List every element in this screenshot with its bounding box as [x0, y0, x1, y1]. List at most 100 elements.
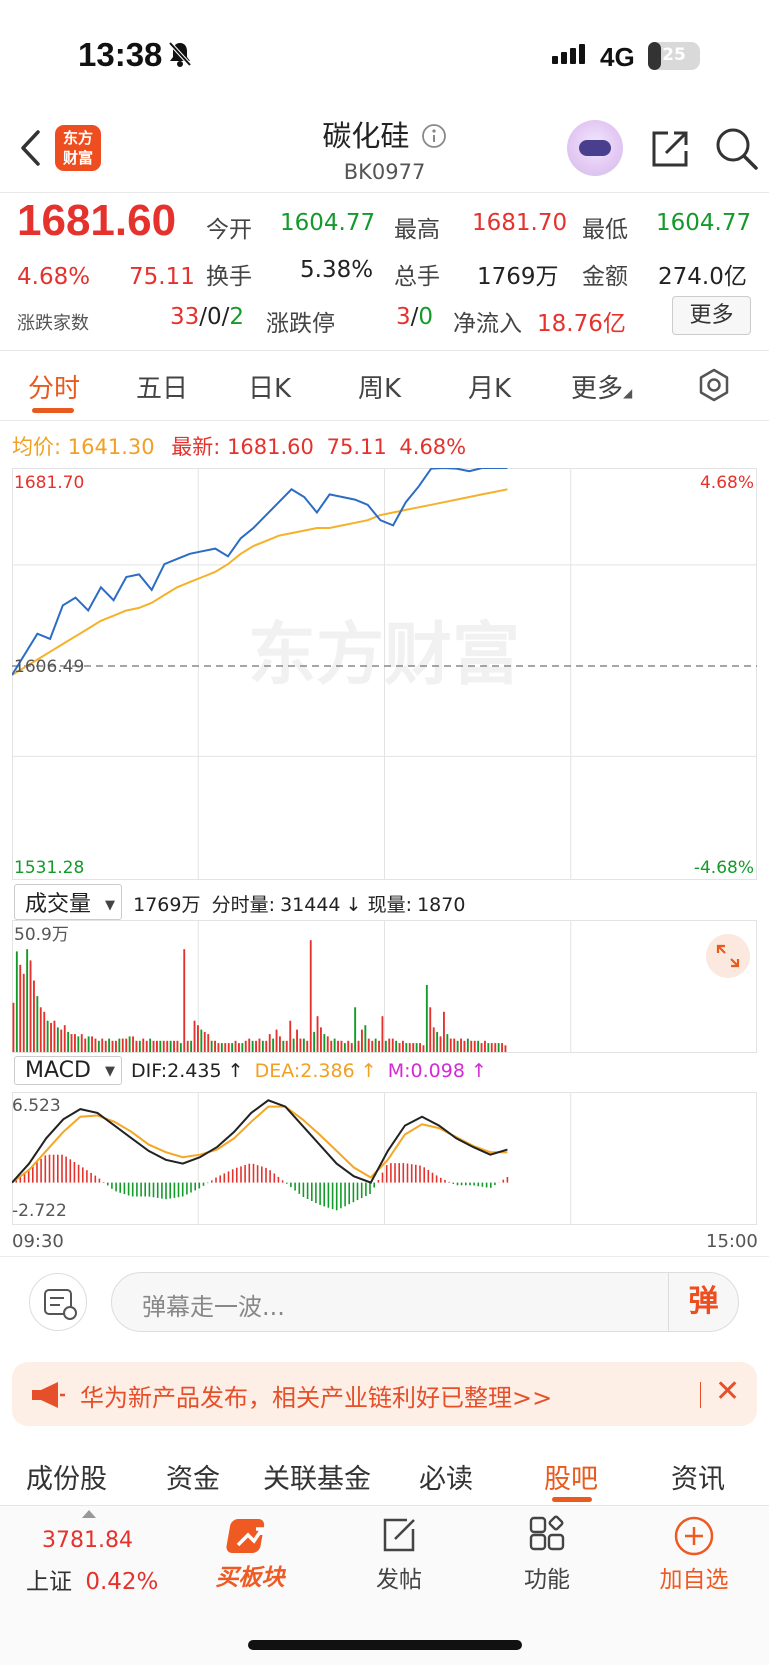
- change-amount: 75.11: [129, 264, 195, 290]
- volume-bar: [251, 1040, 254, 1052]
- network-type: 4G: [600, 42, 635, 72]
- news-notice-banner[interactable]: 华为新产品发布，相关产业链利好已整理>> ✕: [12, 1362, 757, 1426]
- volume-bar: [480, 1043, 483, 1052]
- dif-line: [12, 1099, 508, 1184]
- axis-low-pct: -4.68%: [694, 858, 754, 878]
- volume-bar: [384, 1040, 387, 1052]
- tab-news[interactable]: 资讯: [671, 1464, 725, 1495]
- volume-bar: [111, 1040, 114, 1052]
- tab-funds[interactable]: 资金: [166, 1464, 220, 1495]
- tab-forum[interactable]: 股吧: [544, 1464, 598, 1495]
- volume-bar: [104, 1040, 107, 1052]
- info-icon[interactable]: [421, 123, 447, 149]
- volume-bar: [101, 1038, 104, 1052]
- post-label[interactable]: 发帖: [376, 1567, 422, 1593]
- volume-bar: [220, 1043, 223, 1052]
- buy-board-label[interactable]: 买板块: [215, 1565, 285, 1591]
- mute-icon: [168, 41, 192, 67]
- macd-dif: DIF:2.435 ↑: [131, 1060, 244, 1082]
- volume-bar: [449, 1038, 452, 1052]
- more-button[interactable]: 更多: [672, 296, 751, 335]
- volume-bar: [128, 1036, 131, 1052]
- volume-bar: [422, 1045, 425, 1052]
- expand-arrow-icon[interactable]: [82, 1510, 96, 1518]
- volume-bar: [282, 1040, 285, 1052]
- volume-bar: [296, 1029, 298, 1052]
- volume-bar: [159, 1040, 162, 1052]
- dea-line: [12, 1105, 508, 1184]
- danmu-input[interactable]: 弹幕走一波... 弹: [111, 1272, 739, 1332]
- volume-bar: [29, 960, 32, 1052]
- functions-icon[interactable]: [527, 1515, 567, 1555]
- settings-icon[interactable]: [697, 368, 731, 402]
- volume-bar: [309, 940, 312, 1052]
- volume-bar: [484, 1040, 486, 1052]
- edit-post-icon[interactable]: [379, 1515, 419, 1555]
- megaphone-icon: [32, 1382, 65, 1408]
- volume-bar: [268, 1034, 271, 1052]
- notice-text[interactable]: 华为新产品发布，相关产业链利好已整理>>: [80, 1384, 553, 1412]
- tab-five-day[interactable]: 五日: [136, 374, 189, 404]
- page-title: 碳化硅: [0, 113, 769, 155]
- volume-bar: [398, 1043, 401, 1052]
- volume-bar: [361, 1029, 363, 1052]
- volume-bar: [179, 1043, 182, 1052]
- volume-bar: [477, 1040, 480, 1052]
- volume-bar: [487, 1043, 490, 1052]
- volume-bar: [70, 1034, 73, 1052]
- back-icon[interactable]: [18, 128, 44, 168]
- close-icon[interactable]: ✕: [715, 1374, 741, 1409]
- comment-list-icon: [44, 1289, 77, 1320]
- volume-chart[interactable]: 50.9万: [12, 920, 757, 1053]
- volume-bar: [275, 1029, 278, 1052]
- volume-bar: [227, 1043, 230, 1052]
- volume-bar: [50, 1022, 52, 1052]
- tab-must-read[interactable]: 必读: [419, 1464, 473, 1495]
- add-watchlist-label[interactable]: 加自选: [659, 1567, 729, 1593]
- share-icon[interactable]: [648, 127, 692, 171]
- volume-bar: [265, 1040, 268, 1052]
- volume-bar: [340, 1040, 343, 1052]
- volume-bar: [337, 1040, 339, 1052]
- average-price-line: [12, 488, 508, 676]
- tab-month-k[interactable]: 月K: [468, 374, 512, 404]
- volume-bar: [364, 1025, 367, 1052]
- robot-assistant-avatar[interactable]: [567, 120, 623, 176]
- tab-intraday[interactable]: 分时: [28, 374, 81, 404]
- tab-week-k[interactable]: 周K: [358, 374, 402, 404]
- macd-axis-min: -2.722: [12, 1201, 67, 1221]
- danmu-button[interactable]: 弹: [668, 1273, 738, 1331]
- current-price: 1681.60: [17, 196, 177, 245]
- tab-day-k[interactable]: 日K: [248, 374, 292, 404]
- tab-related-funds[interactable]: 关联基金: [263, 1464, 371, 1495]
- macd-chart[interactable]: 6.523 -2.722: [12, 1092, 757, 1225]
- low-label: 最低: [582, 217, 628, 243]
- volume-bar: [125, 1038, 128, 1052]
- home-indicator: [248, 1640, 522, 1650]
- tab-constituents[interactable]: 成份股: [26, 1464, 107, 1495]
- volume-bar: [190, 1040, 193, 1052]
- volume-bar: [323, 1034, 326, 1052]
- time-axis-start: 09:30: [12, 1231, 64, 1252]
- index-value[interactable]: 3781.84: [42, 1528, 133, 1553]
- functions-label[interactable]: 功能: [524, 1567, 570, 1593]
- axis-high-label: 1681.70: [14, 473, 84, 493]
- intraday-price-chart[interactable]: 东方财富 1681.70 4.68% 1606.49 1531.28 -4.68…: [12, 468, 757, 880]
- tab-more[interactable]: 更多◢: [571, 374, 633, 404]
- expand-button[interactable]: [706, 934, 750, 978]
- volume-bar: [84, 1038, 87, 1052]
- volume-bar: [224, 1043, 227, 1052]
- volume-bar: [378, 1040, 380, 1052]
- comment-list-button[interactable]: [29, 1273, 87, 1331]
- volume-bar: [473, 1040, 476, 1052]
- add-watchlist-icon[interactable]: [673, 1515, 715, 1557]
- volume-bar: [241, 1043, 244, 1052]
- search-icon[interactable]: [714, 126, 760, 172]
- volume-dropdown[interactable]: 成交量 ▼: [14, 884, 123, 920]
- index-ticker[interactable]: 上证 0.42%: [26, 1569, 159, 1595]
- volume-bar: [490, 1043, 493, 1052]
- battery-level: 25: [662, 45, 686, 65]
- volume-bar: [60, 1029, 63, 1052]
- buy-board-icon[interactable]: [226, 1515, 272, 1557]
- macd-dropdown[interactable]: MACD ▼: [14, 1056, 122, 1085]
